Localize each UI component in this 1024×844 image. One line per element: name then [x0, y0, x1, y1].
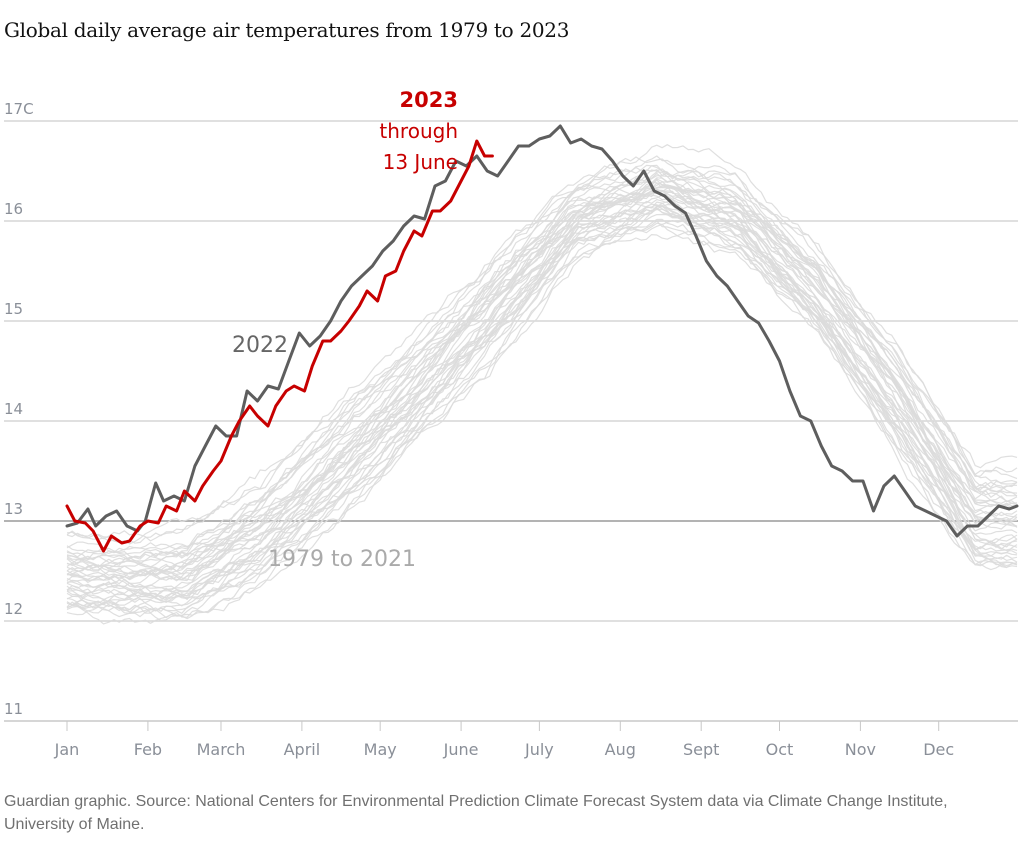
x-tick-label: Sept — [683, 740, 719, 759]
line-2023 — [65, 139, 494, 553]
x-tick-label: March — [197, 740, 246, 759]
x-tick-label: April — [284, 740, 321, 759]
history-line-2015 — [66, 182, 1018, 567]
chart-title: Global daily average air temperatures fr… — [4, 18, 570, 42]
history-line-1986 — [66, 208, 1018, 614]
history-line-2007 — [66, 175, 1018, 578]
history-line-2021 — [66, 144, 1018, 544]
history-line-2003 — [66, 189, 1018, 585]
x-tick-label: June — [443, 740, 479, 759]
x-tick-label: July — [524, 740, 554, 759]
history-line-2000 — [66, 203, 1018, 584]
history-line-2019 — [66, 178, 1018, 565]
gridlines — [4, 120, 1018, 722]
annotation-2023-through: through — [379, 119, 458, 143]
series-2022 — [65, 124, 1019, 538]
history-lines-1979-2021 — [66, 144, 1018, 625]
series-2023 — [65, 139, 494, 553]
history-line-2008 — [66, 186, 1018, 582]
x-tick-label: May — [364, 740, 397, 759]
y-tick-label: 13 — [4, 500, 23, 518]
annotation-history: 1979 to 2021 — [268, 547, 416, 572]
annotation-2022: 2022 — [232, 333, 288, 358]
history-line-2009 — [66, 178, 1018, 567]
line-2022 — [65, 124, 1019, 538]
annotations: 2023 through 13 June 2022 1979 to 2021 — [232, 88, 458, 572]
x-axis: Jan Feb March April May June July Aug Sept Oct Nov… — [54, 721, 954, 759]
history-line-2001 — [66, 179, 1018, 588]
x-tick-label: Nov — [845, 740, 876, 759]
source-note: Guardian graphic. Source: National Cente… — [4, 793, 948, 833]
y-tick-label: 11 — [4, 700, 23, 718]
y-tick-label: 14 — [4, 400, 23, 418]
history-line-2018 — [66, 172, 1018, 568]
x-tick-label: Aug — [605, 740, 636, 759]
history-line-1982 — [66, 222, 1018, 619]
annotation-2023-year: 2023 — [400, 88, 458, 112]
annotation-2023-date: 13 June — [383, 150, 458, 174]
history-line-1984 — [66, 199, 1018, 602]
history-line-2016 — [66, 168, 1018, 558]
x-tick-label: Jan — [54, 740, 80, 759]
x-tick-label: Feb — [134, 740, 162, 759]
y-tick-label: 15 — [4, 300, 23, 318]
history-line-1985 — [66, 220, 1018, 617]
y-tick-label: 16 — [4, 200, 23, 218]
history-line-1990 — [66, 201, 1018, 606]
y-tick-label: 17C — [4, 100, 34, 118]
y-tick-label: 12 — [4, 600, 23, 618]
y-axis-labels: 17C 16 15 14 13 12 11 — [4, 100, 34, 718]
history-line-2017 — [66, 164, 1018, 545]
x-tick-label: Dec — [923, 740, 954, 759]
history-line-1997 — [66, 213, 1018, 605]
history-line-1994 — [66, 193, 1018, 599]
x-tick-label: Oct — [766, 740, 794, 759]
